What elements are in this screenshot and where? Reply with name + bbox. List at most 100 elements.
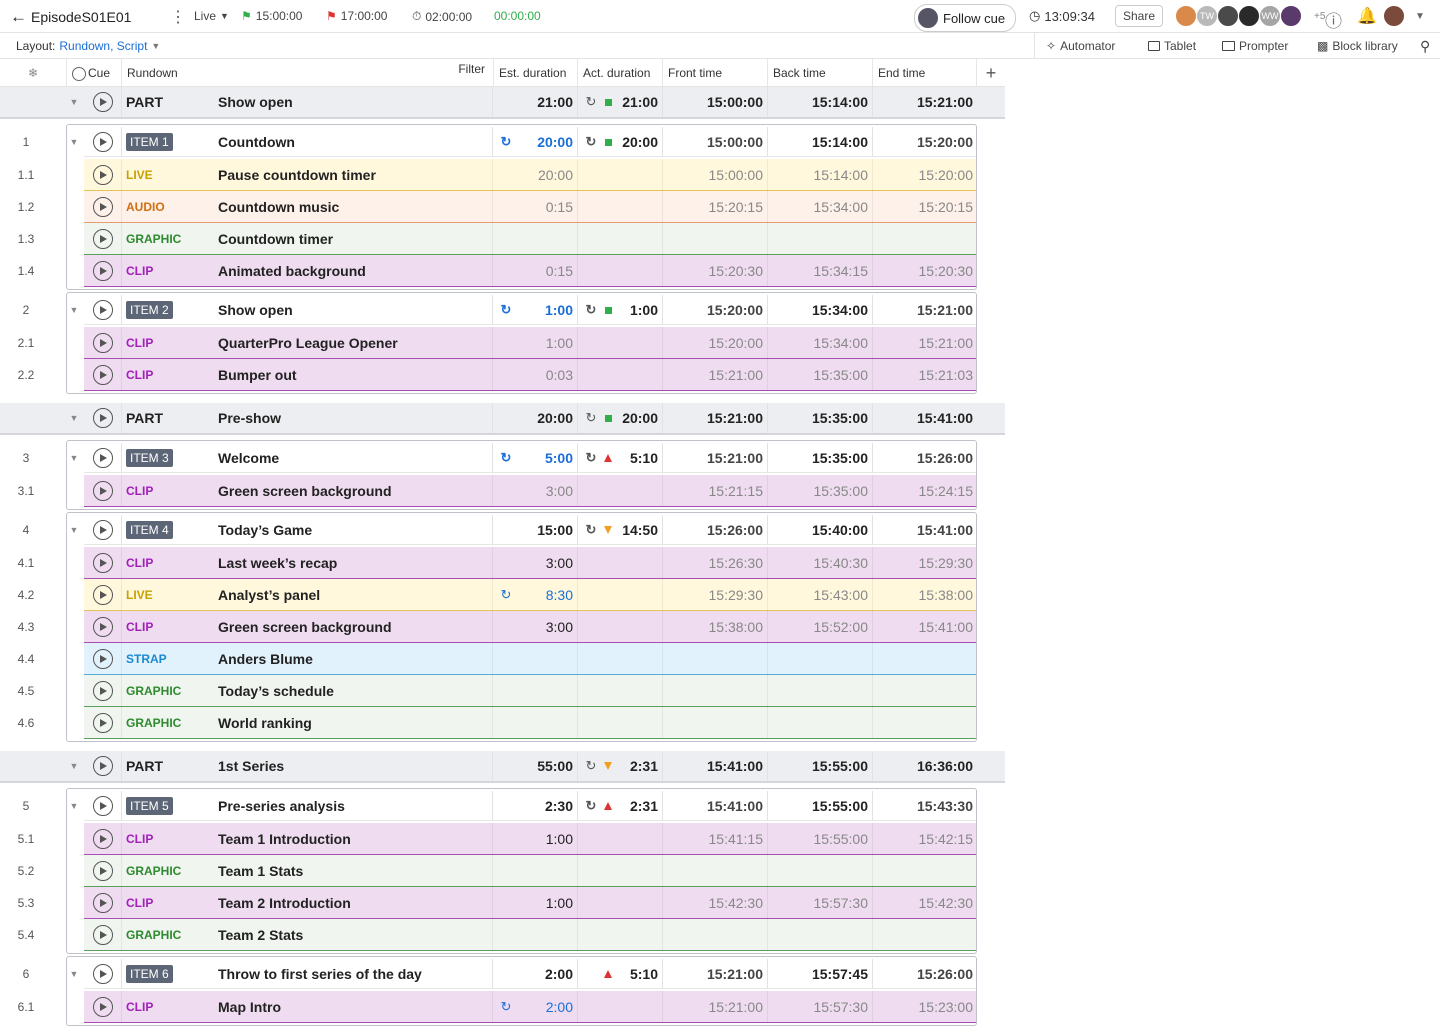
est-duration[interactable] bbox=[493, 643, 573, 675]
layout-select[interactable]: Layout: Rundown, Script ▼ bbox=[16, 39, 160, 53]
avatar[interactable] bbox=[1175, 5, 1197, 27]
est-duration-header[interactable]: Est. duration bbox=[493, 59, 577, 87]
row-title[interactable]: Show open bbox=[218, 302, 293, 318]
row-title[interactable]: World ranking bbox=[218, 715, 312, 731]
avatar[interactable]: WW bbox=[1259, 5, 1281, 27]
cue-row[interactable]: 4.2 LIVE Analyst’s panel ↻ 8:30 15:29:30 15:43… bbox=[0, 579, 977, 611]
play-button[interactable] bbox=[84, 791, 121, 821]
cue-row[interactable]: 2.2 CLIP Bumper out 0:03 15:21:00 15:35:00 15:… bbox=[0, 359, 977, 391]
follow-cue-button[interactable]: Follow cue bbox=[914, 4, 1017, 32]
row-title[interactable]: Pause countdown timer bbox=[218, 167, 376, 183]
automator-button[interactable]: ✧ Automator bbox=[1046, 39, 1115, 53]
row-title[interactable]: Anders Blume bbox=[218, 651, 313, 667]
est-duration[interactable] bbox=[493, 919, 573, 951]
est-duration[interactable]: 5:00 bbox=[544, 450, 573, 466]
duration[interactable]: ⏱ 02:00:00 bbox=[412, 9, 472, 24]
est-duration[interactable]: 20:00 bbox=[537, 167, 573, 183]
play-button[interactable] bbox=[84, 707, 121, 739]
row-title[interactable]: Analyst’s panel bbox=[218, 587, 321, 603]
end-time[interactable]: ⚑ 17:00:00 bbox=[326, 9, 387, 23]
row-title[interactable]: QuarterPro League Opener bbox=[218, 335, 398, 351]
est-duration[interactable]: 3:00 bbox=[545, 555, 573, 571]
play-button[interactable] bbox=[84, 295, 121, 325]
avatar[interactable] bbox=[1280, 5, 1302, 27]
item-row[interactable]: 3 ▼ ITEM 3 Welcome ↻ ↻ 5:00 5:10 15:21:00 15:35:0… bbox=[0, 443, 977, 473]
more-vertical-icon[interactable]: ⋮ bbox=[170, 9, 186, 26]
row-title[interactable]: Team 1 Introduction bbox=[218, 831, 351, 847]
play-button[interactable] bbox=[84, 359, 121, 391]
item-row[interactable]: 1 ▼ ITEM 1 Countdown ↻ ↻ 20:00 20:00 15:00:00 15:… bbox=[0, 127, 977, 157]
chevron-down-icon[interactable]: ▼ bbox=[69, 305, 79, 315]
row-title[interactable]: Countdown bbox=[218, 134, 295, 150]
row-title[interactable]: Today’s Game bbox=[218, 522, 313, 538]
play-button[interactable] bbox=[84, 223, 121, 255]
search-icon[interactable]: ⚲ bbox=[1420, 38, 1431, 54]
row-title[interactable]: Team 1 Stats bbox=[218, 863, 304, 879]
play-button[interactable] bbox=[84, 611, 121, 643]
bell-icon[interactable]: 🔔 bbox=[1357, 8, 1377, 25]
extra-users-count[interactable]: +5 bbox=[1314, 10, 1326, 22]
end-time-header[interactable]: End time bbox=[872, 59, 977, 87]
cue-row[interactable]: 4.3 CLIP Green screen background 3:00 15:38:… bbox=[0, 611, 977, 643]
part-row[interactable]: ▼ PART Pre-show ↻ 20:00 20:00 15:21:00 15:35:00… bbox=[0, 403, 1005, 435]
back-button[interactable]: ← EpisodeS01E01 bbox=[10, 7, 131, 27]
item-row[interactable]: 6 ▼ ITEM 6 Throw to first series of the day… bbox=[0, 959, 977, 989]
cue-row[interactable]: 2.1 CLIP QuarterPro League Opener 1:00 15:20… bbox=[0, 327, 977, 359]
cue-row[interactable]: 1.3 GRAPHIC Countdown timer bbox=[0, 223, 977, 255]
cue-row[interactable]: 5.2 GRAPHIC Team 1 Stats bbox=[0, 855, 977, 887]
filter-button[interactable]: Filter bbox=[458, 62, 485, 76]
cue-row[interactable]: 4.4 STRAP Anders Blume bbox=[0, 643, 977, 675]
cue-row[interactable]: 1.1 LIVE Pause countdown timer 20:00 15:00:0… bbox=[0, 159, 977, 191]
act-duration-header[interactable]: Act. duration bbox=[577, 59, 662, 87]
row-title[interactable]: Bumper out bbox=[218, 367, 297, 383]
play-button[interactable] bbox=[84, 475, 121, 507]
chevron-down-icon[interactable]: ▼ bbox=[69, 969, 79, 979]
chevron-down-icon[interactable]: ▼ bbox=[69, 137, 79, 147]
row-title[interactable]: Throw to first series of the day bbox=[218, 966, 422, 982]
est-duration[interactable]: 1:00 bbox=[545, 335, 573, 351]
row-title[interactable]: Animated background bbox=[218, 263, 366, 279]
play-button[interactable] bbox=[84, 403, 121, 433]
back-time-header[interactable]: Back time bbox=[767, 59, 872, 87]
sync-icon[interactable]: ↻ bbox=[500, 587, 512, 602]
cue-column-header[interactable]: Cue bbox=[66, 59, 121, 87]
play-button[interactable] bbox=[84, 327, 121, 359]
est-duration[interactable] bbox=[493, 223, 573, 255]
tablet-button[interactable]: Tablet bbox=[1148, 39, 1196, 53]
rundown-column-header[interactable]: Rundown Filter bbox=[121, 59, 493, 87]
row-title[interactable]: Team 2 Stats bbox=[218, 927, 304, 943]
row-title[interactable]: Green screen background bbox=[218, 483, 392, 499]
play-button[interactable] bbox=[84, 887, 121, 919]
play-button[interactable] bbox=[84, 87, 121, 117]
cue-row[interactable]: 4.1 CLIP Last week’s recap 3:00 15:26:30 15:4… bbox=[0, 547, 977, 579]
est-duration[interactable]: 20:00 bbox=[537, 410, 573, 426]
est-duration[interactable]: 3:00 bbox=[545, 619, 573, 635]
play-button[interactable] bbox=[84, 159, 121, 191]
est-duration[interactable] bbox=[493, 707, 573, 739]
part-row[interactable]: ▼ PART Show open ↻ 21:00 21:00 15:00:00 15:14:0… bbox=[0, 87, 1005, 119]
cue-row[interactable]: 5.4 GRAPHIC Team 2 Stats bbox=[0, 919, 977, 951]
play-button[interactable] bbox=[84, 547, 121, 579]
row-title[interactable]: 1st Series bbox=[218, 758, 285, 774]
play-button[interactable] bbox=[84, 751, 121, 781]
collaborators[interactable]: TW WW +5 bbox=[1175, 5, 1325, 27]
item-row[interactable]: 4 ▼ ITEM 4 Today’s Game ↻ 15:00 14:50 15:26:00 1… bbox=[0, 515, 977, 545]
chevron-down-icon[interactable]: ▼ bbox=[69, 413, 79, 423]
play-button[interactable] bbox=[84, 959, 121, 989]
row-title[interactable]: Welcome bbox=[218, 450, 280, 466]
est-duration[interactable]: 1:00 bbox=[544, 302, 573, 318]
cue-row[interactable]: 4.6 GRAPHIC World ranking bbox=[0, 707, 977, 739]
est-duration[interactable]: 0:03 bbox=[545, 367, 573, 383]
est-duration[interactable] bbox=[493, 675, 573, 707]
est-duration[interactable]: 55:00 bbox=[537, 758, 573, 774]
cue-row[interactable]: 5.3 CLIP Team 2 Introduction 1:00 15:42:30 15… bbox=[0, 887, 977, 919]
sync-icon[interactable]: ↻ bbox=[500, 134, 512, 149]
row-title[interactable]: Last week’s recap bbox=[218, 555, 338, 571]
play-button[interactable] bbox=[84, 127, 121, 157]
row-title[interactable]: Pre-series analysis bbox=[218, 798, 345, 814]
play-button[interactable] bbox=[84, 255, 121, 287]
item-row[interactable]: 2 ▼ ITEM 2 Show open ↻ ↻ 1:00 1:00 15:20:00 15:34… bbox=[0, 295, 977, 325]
chevron-down-icon[interactable]: ▼ bbox=[69, 761, 79, 771]
est-duration[interactable]: 21:00 bbox=[537, 94, 573, 110]
mode-select[interactable]: Live ▼ bbox=[194, 9, 229, 23]
